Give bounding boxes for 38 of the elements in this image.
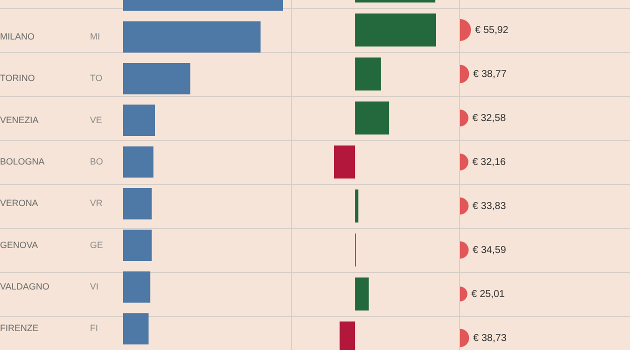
bar [355, 278, 369, 310]
y-tick-label: BOLOGNA [0, 156, 45, 166]
y-tick-label: TORINO [0, 73, 35, 84]
y2-tick-label: TO [90, 73, 102, 84]
bar [123, 62, 190, 94]
y2-tick-label: FI [90, 323, 98, 334]
data-label: € 38,73 [473, 332, 507, 344]
bar [123, 21, 261, 53]
data-label: € 32,16 [472, 156, 506, 168]
data-label: € 25,01 [471, 288, 506, 300]
data-label: € 34,59 [472, 244, 506, 256]
data-label: € 55,92 [475, 24, 509, 36]
bar [355, 14, 436, 46]
data-label: € 33,83 [472, 200, 506, 212]
y-tick-label: FIRENZE [0, 323, 39, 334]
y-tick-label: GENOVA [0, 240, 38, 250]
y2-tick-label: BO [90, 156, 104, 166]
bar [334, 146, 356, 178]
y2-tick-label: VE [90, 114, 102, 125]
y2-tick-label: VI [90, 282, 99, 292]
bar [355, 190, 358, 222]
data-label: € 32,58 [472, 112, 506, 124]
y-tick-label: VERONA [0, 198, 38, 208]
bar [123, 146, 154, 178]
bar [123, 230, 152, 262]
y-tick-label: MILANO [0, 31, 35, 42]
bar [123, 271, 150, 303]
y2-tick-label: VR [90, 198, 104, 208]
bar [355, 58, 381, 90]
bar [123, 313, 149, 344]
bar [123, 188, 152, 220]
y-tick-label: VENEZIA [0, 114, 39, 125]
y2-tick-label: GE [90, 240, 104, 250]
y2-tick-label: MI [90, 31, 100, 42]
y-tick-label: VALDAGNO [0, 282, 50, 292]
bar [123, 104, 155, 136]
data-label: € 38,77 [473, 68, 507, 80]
bar [355, 102, 390, 134]
